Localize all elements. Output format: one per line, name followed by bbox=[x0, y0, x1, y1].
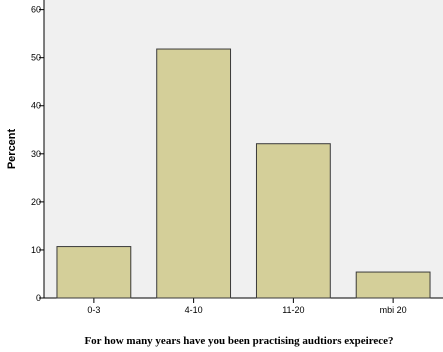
x-tick-label: 11-20 bbox=[282, 305, 304, 315]
y-tick-label: 60 bbox=[31, 5, 41, 15]
bar-0-3 bbox=[56, 246, 132, 299]
y-tick-label: 0 bbox=[36, 293, 41, 303]
bar-4-10 bbox=[156, 48, 232, 299]
y-tick-label: 10 bbox=[31, 245, 41, 255]
y-tick-label: 30 bbox=[31, 149, 41, 159]
x-tick-label: 4-10 bbox=[185, 305, 203, 315]
x-tick-label: 0-3 bbox=[87, 305, 100, 315]
y-tick-label: 50 bbox=[31, 53, 41, 63]
x-axis-label: For how many years have you been practis… bbox=[84, 335, 393, 347]
y-axis: 0 10 20 30 40 50 60 bbox=[31, 0, 45, 303]
y-tick-label: 40 bbox=[31, 101, 41, 111]
x-axis: 0-3 4-10 11-20 mbi 20 bbox=[44, 297, 443, 315]
y-axis-label: Percent bbox=[6, 128, 18, 169]
x-tick-label: mbi 20 bbox=[380, 305, 407, 315]
y-tick-label: 20 bbox=[31, 197, 41, 207]
bar-mbi-20 bbox=[355, 271, 431, 299]
bar-11-20 bbox=[255, 143, 331, 299]
bars bbox=[56, 48, 431, 299]
